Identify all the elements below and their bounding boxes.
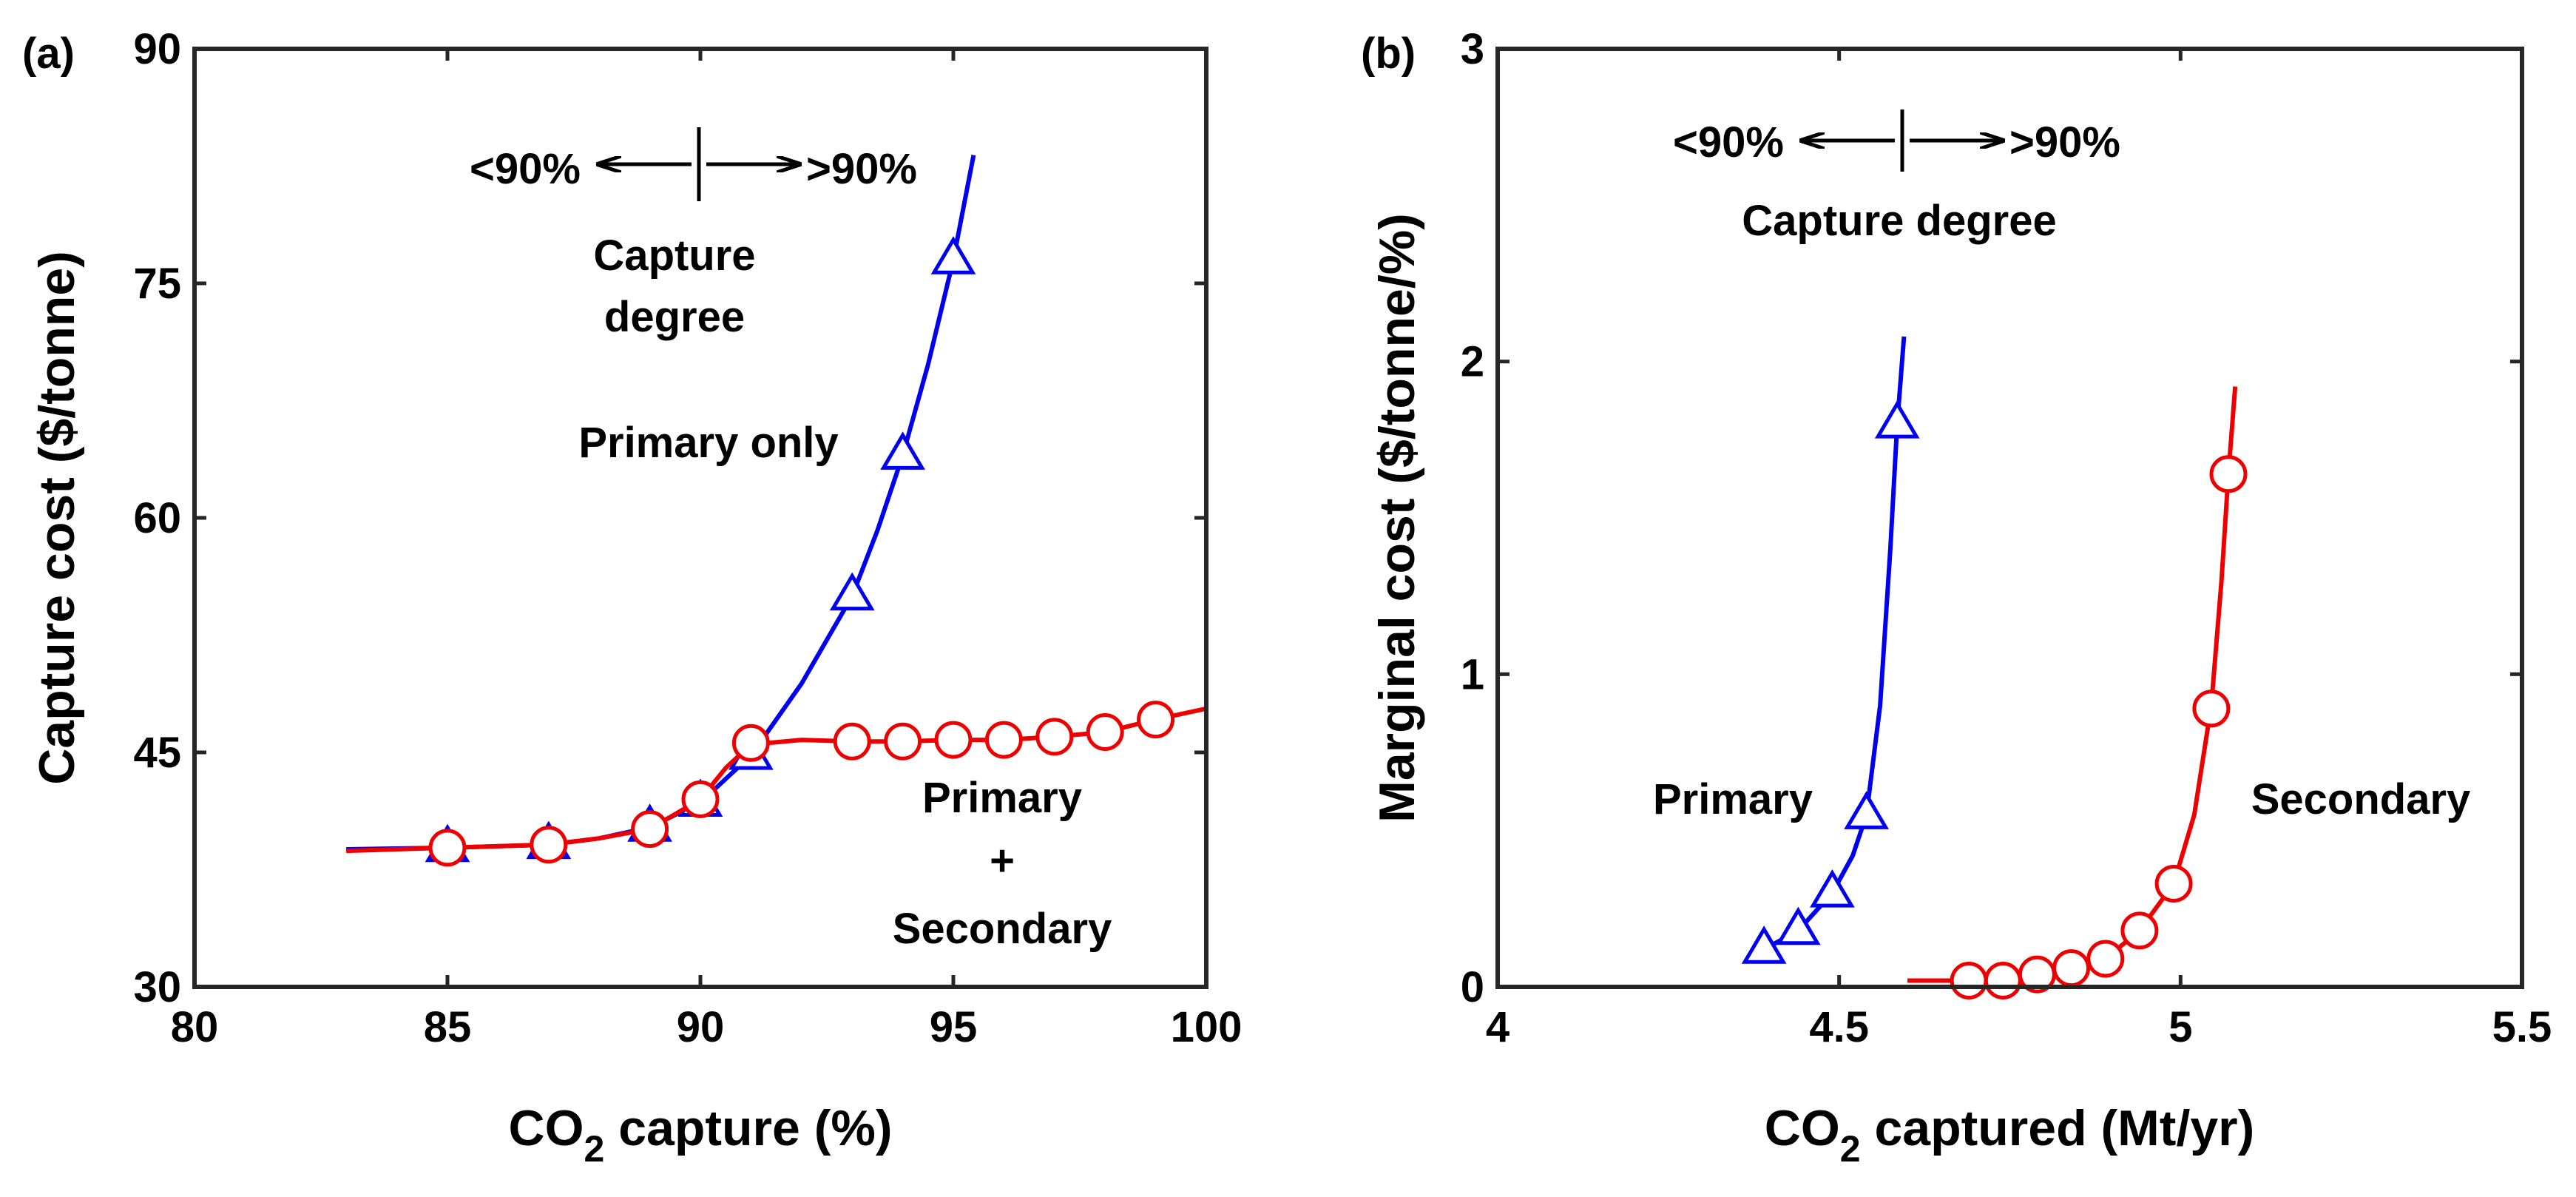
panel-a-point-primary-secondary: [833, 722, 871, 761]
panel-a-point-primary-secondary: [934, 721, 973, 759]
panel-a-point-primary-secondary: [1035, 718, 1074, 756]
panel-b-x-tick-label: 5.5: [2492, 1003, 2552, 1051]
panel-a-point-primary-secondary: [1137, 701, 1175, 739]
panel-a-x-tick-label: 80: [171, 1003, 219, 1051]
panel-b-primary-label: Primary: [1653, 775, 1813, 823]
panel-a-point-primary-secondary: [1086, 713, 1124, 751]
panel-a-point-primary-secondary: [428, 829, 467, 867]
panel-a-point-primary-only: [880, 431, 925, 470]
panel-a-point-primary-secondary: [884, 722, 922, 761]
panel-a-x-tick-label: 90: [677, 1003, 725, 1051]
panel-a-point-primary-secondary: [731, 724, 770, 762]
panel-b-less-than-label: <90%: [1673, 118, 1784, 166]
panel-b-y-tick-label: 0: [1461, 963, 1484, 1011]
panel-a-y-axis-label: Capture cost ($/tonne): [29, 251, 85, 785]
panel-a-point-primary-secondary: [984, 721, 1023, 759]
panel-b-point-primary: [1775, 906, 1821, 945]
panel-b-y-tick-label: 3: [1461, 25, 1484, 73]
panel-a-less-than-label: <90%: [470, 145, 581, 193]
panel-b-x-tick-label: 4.5: [1809, 1003, 1869, 1051]
panel-b-point-secondary: [1950, 962, 1988, 999]
panel-a-combo-label-primary: Primary: [922, 774, 1082, 822]
panel-a-y-tick-label: 30: [133, 963, 181, 1011]
panel-b-capture-arrow: <90% >90%: [1673, 109, 2120, 172]
panel-b-point-secondary: [2086, 940, 2125, 978]
panel-b: (b) 4 4.5 5 5.5 0 1 2 3 Marginal cost ($/tonne/…: [1361, 25, 2552, 1170]
panel-b-point-secondary: [2209, 455, 2248, 493]
panel-a-combo-label-plus: +: [990, 837, 1015, 885]
panel-b-y-tick-label: 1: [1461, 650, 1484, 698]
panel-b-tag: (b): [1361, 30, 1416, 78]
panel-a-point-primary-only: [930, 236, 976, 274]
panel-b-y-axis-label: Marginal cost ($/tonne/%): [1369, 213, 1425, 823]
panel-b-axes-box: [1495, 47, 2524, 989]
panel-b-point-secondary: [2120, 911, 2159, 950]
panel-a-degree-label: degree: [604, 293, 745, 341]
panel-a-primary-only-label: Primary only: [578, 419, 838, 467]
panel-b-point-primary: [1810, 869, 1855, 908]
panel-a-capture-arrow: <90% >90%: [470, 127, 917, 201]
panel-a-y-tick-label: 60: [133, 494, 181, 542]
panel-a-point-primary-secondary: [681, 780, 720, 818]
panel-a-point-primary-only: [829, 572, 875, 611]
panel-a-combo-label-secondary: Secondary: [893, 905, 1112, 953]
panel-b-point-secondary: [2052, 949, 2091, 988]
panel-b-greater-than-label: >90%: [2009, 118, 2120, 166]
panel-b-point-primary: [1844, 791, 1889, 829]
panel-a-y-tick-label: 90: [133, 25, 181, 73]
panel-b-point-primary: [1874, 399, 1920, 439]
panel-b-point-secondary: [2154, 865, 2193, 903]
panel-b-point-secondary: [2192, 689, 2231, 728]
panel-b-point-primary: [1741, 925, 1787, 964]
panel-b-point-secondary: [1984, 962, 2022, 999]
panel-a-point-primary-secondary: [631, 810, 669, 849]
panel-a-greater-than-label: >90%: [806, 145, 917, 193]
panel-b-x-axis-label: CO2 captured (Mt/yr): [1765, 1100, 2255, 1170]
panel-a-capture-label: Capture: [593, 232, 755, 280]
panel-b-secondary-label: Secondary: [2251, 775, 2471, 823]
panel-a-point-primary-secondary: [530, 826, 568, 864]
panel-a-tag: (a): [22, 30, 75, 78]
panel-a-y-tick-label: 75: [133, 260, 181, 308]
panel-a-y-tick-label: 45: [133, 729, 181, 777]
panel-b-capture-degree-label: Capture degree: [1742, 197, 2056, 245]
panel-a-x-axis-label: CO2 capture (%): [509, 1100, 893, 1170]
panel-b-x-tick-label: 5: [2168, 1003, 2192, 1051]
panel-a-x-tick-label: 85: [424, 1003, 472, 1051]
panel-b-y-tick-label: 2: [1461, 338, 1484, 386]
panel-a: (a) 80 85 90 95 100 30 45 60 75 90 Capture cost (…: [22, 25, 1242, 1170]
panel-a-x-tick-label: 95: [930, 1003, 978, 1051]
panel-b-x-tick-label: 4: [1486, 1003, 1510, 1051]
panel-a-x-tick-label: 100: [1171, 1003, 1243, 1051]
